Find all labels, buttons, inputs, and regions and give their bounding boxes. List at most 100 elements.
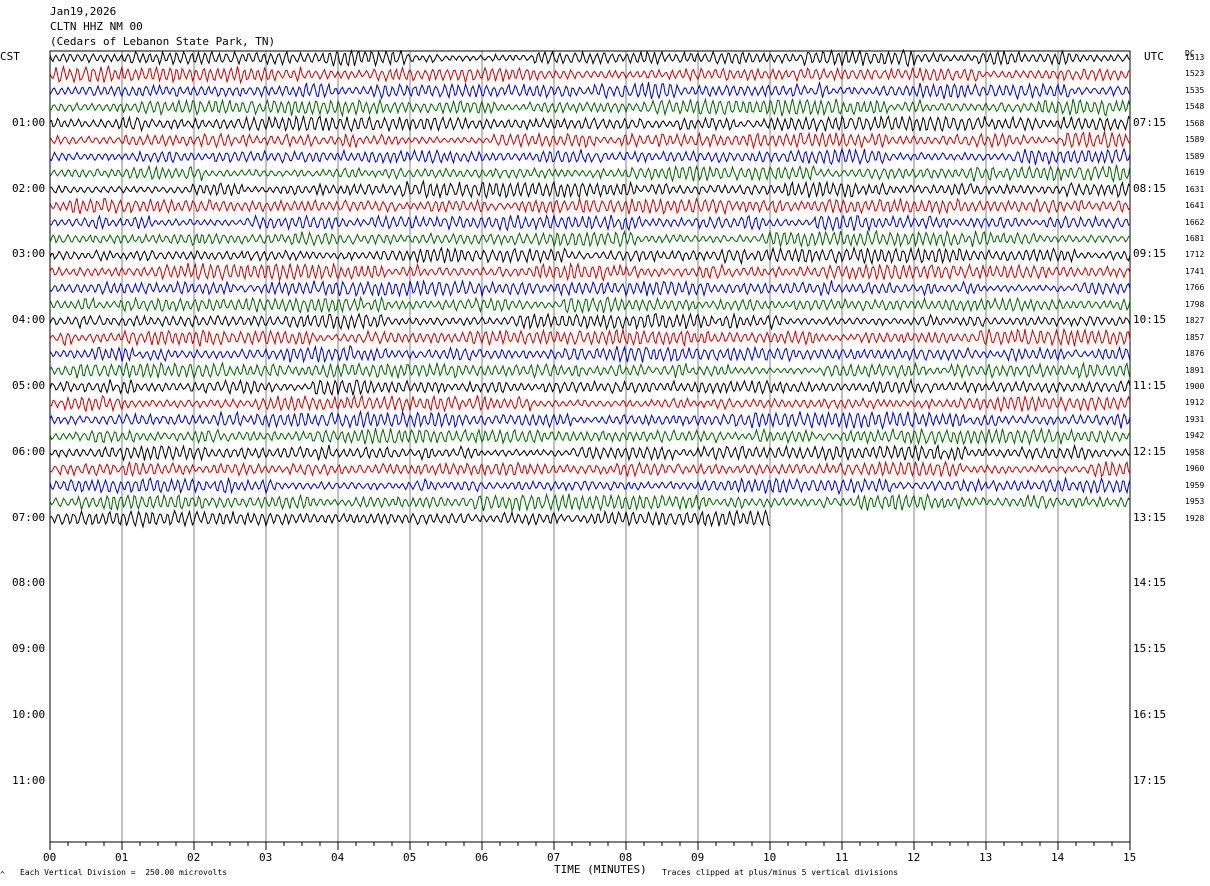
trace-20 [49,361,1131,380]
right-hour-label: 07:15 [1133,115,1167,129]
dc-offset-label: 1589 [1185,151,1205,161]
x-tick-label: 12 [907,851,921,864]
trace-27 [49,476,1131,496]
left-hour-label: 09:00 [12,642,46,656]
trace-5 [49,114,1131,133]
trace-29 [49,509,771,529]
x-tick-label: 10 [763,851,777,864]
dc-offset-label: 1548 [1185,102,1205,112]
x-tick-label: 00 [43,851,57,864]
trace-6 [49,131,1131,150]
dc-offset-label: 1891 [1185,365,1205,375]
x-tick-label: 06 [475,851,489,864]
dc-offset-label: 1942 [1185,431,1205,441]
dc-offset-label: 1712 [1185,250,1205,260]
left-hour-label: 06:00 [12,444,46,458]
dc-offset-label: 1931 [1185,414,1205,424]
header-station: CLTN HHZ NM 00 [50,20,143,33]
right-hour-label: 17:15 [1133,773,1167,787]
dc-offset-label: 1766 [1185,283,1205,293]
trace-16 [49,295,1131,315]
right-hour-label: 15:15 [1133,642,1167,656]
trace-23 [49,409,1131,431]
clip-note: Traces clipped at plus/minus 5 vertical … [662,868,899,877]
trace-26 [49,460,1131,478]
left-hour-label: 08:00 [12,576,46,590]
dc-offset-label: 1857 [1185,332,1205,342]
x-tick-label: 03 [259,851,273,864]
dc-offset-label: 1641 [1185,201,1205,211]
dc-offset-label: 1568 [1185,118,1205,128]
dc-offset-label: 1960 [1185,464,1205,474]
plot-frame [49,50,1131,843]
dc-offset-label: 1953 [1185,497,1205,507]
left-hour-label: 05:00 [12,379,46,392]
trace-18 [49,327,1131,348]
trace-12 [49,229,1131,249]
trace-8 [49,164,1131,183]
x-tick-label: 04 [331,851,345,864]
x-tick-label: 08 [619,851,633,864]
dc-offset-label: 1959 [1185,480,1205,490]
trace-9 [49,179,1131,200]
left-hour-label: 02:00 [12,181,46,195]
x-tick-label: 15 [1123,851,1137,864]
trace-22 [49,394,1131,413]
left-hour-label: 11:00 [12,773,46,787]
trace-7 [49,147,1131,166]
dc-offset-label: 1631 [1185,184,1205,194]
trace-10 [49,197,1131,216]
dc-offset-label: 1958 [1185,447,1205,457]
dc-header-label: DC [1185,49,1195,58]
dc-offset-label: 1681 [1185,233,1205,243]
dc-offset-label: 1513 [1185,53,1205,62]
left-hour-label: 04:00 [12,313,46,327]
trace-1 [49,48,1131,68]
dc-offset-label: 1619 [1185,168,1205,178]
right-hour-label: 10:15 [1133,313,1167,327]
dc-offset-label: 1827 [1185,316,1205,326]
right-hour-label: 16:15 [1133,708,1167,721]
header-location: (Cedars of Lebanon State Park, TN) [50,35,276,48]
header-date: Jan19,2026 [50,5,117,18]
trace-19 [49,344,1131,364]
corner-mark: ^ [0,870,5,879]
trace-15 [49,279,1131,298]
left-hour-label: 10:00 [12,708,46,721]
dc-offset-label: 1535 [1185,85,1205,95]
left-hour-label: 01:00 [12,115,46,129]
right-hour-label: 11:15 [1133,379,1167,392]
trace-21 [49,377,1131,397]
trace-3 [49,80,1131,101]
right-hour-label: 09:15 [1133,247,1167,261]
x-tick-label: 14 [1051,851,1065,864]
vertical-division-note: Each Vertical Division = 250.00 microvol… [20,868,228,877]
dc-offset-label: 1876 [1185,349,1205,359]
trace-13 [49,245,1131,266]
dc-offset-label: 1798 [1185,299,1205,309]
left-hour-label: 03:00 [12,247,46,261]
right-hour-label: 14:15 [1133,576,1167,590]
x-tick-label: 02 [187,851,201,864]
trace-2 [49,64,1131,85]
right-hour-label: 12:15 [1133,444,1167,458]
dc-offset-label: 1662 [1185,217,1205,227]
dc-offset-label: 1523 [1185,69,1205,79]
dc-offset-label: 1928 [1185,513,1205,523]
left-timezone-label: CST [0,50,20,63]
trace-11 [49,213,1130,233]
trace-28 [49,492,1131,513]
dc-offset-label: 1912 [1185,398,1205,408]
dc-offset-label: 1741 [1185,266,1205,276]
x-tick-label: 11 [835,851,849,864]
trace-14 [49,261,1131,283]
trace-25 [49,443,1131,462]
x-axis-title: TIME (MINUTES) [554,863,647,876]
x-tick-label: 09 [691,851,705,864]
x-tick-label: 01 [115,851,129,864]
right-hour-label: 13:15 [1133,510,1167,524]
x-tick-label: 13 [979,851,993,864]
trace-24 [49,427,1131,446]
right-hour-label: 08:15 [1133,181,1167,195]
